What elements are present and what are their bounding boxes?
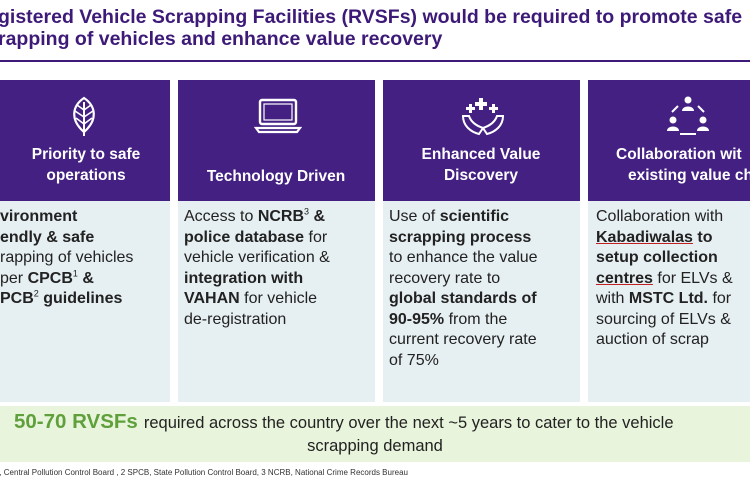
footnote: B, Central Pollution Control Board , 2 S… (0, 468, 408, 477)
column-header: Technology Driven (178, 80, 375, 201)
column-body: Use of scientific scrapping process to e… (383, 201, 580, 402)
column-title: Enhanced Value Discovery (421, 146, 541, 184)
slide-title: gistered Vehicle Scrapping Facilities (R… (0, 6, 743, 50)
summary-banner: 50-70 RVSFs required across the country o… (0, 406, 750, 462)
column-safe-operations: Priority to safe operations vironment en… (0, 80, 170, 402)
column-title: Technology Driven (206, 168, 346, 185)
column-body: vironment endly & safe rapping of vehicl… (0, 201, 170, 402)
column-header: Priority to safe operations (0, 80, 170, 201)
laptop-icon (254, 98, 302, 134)
column-title: Collaboration wit existing value cha (616, 146, 750, 184)
column-title: Priority to safe operations (31, 146, 141, 184)
column-header: Enhanced Value Discovery (383, 80, 580, 201)
column-body: Collaboration with Kabadiwalas to setup … (588, 201, 750, 402)
column-body: Access to NCRB3 & police database for ve… (178, 201, 375, 402)
column-value-discovery: Enhanced Value Discovery Use of scientif… (383, 80, 580, 402)
column-body-text: vironment endly & safe rapping of vehicl… (0, 208, 134, 307)
banner-text-line2: scrapping demand (307, 437, 443, 455)
leaf-icon (73, 96, 95, 136)
hands-medical-icon (461, 98, 505, 136)
column-technology-driven: Technology Driven Access to NCRB3 & poli… (178, 80, 375, 402)
column-body-text: Access to NCRB3 & police database for ve… (184, 206, 330, 328)
banner-highlight: 50-70 RVSFs (14, 410, 138, 433)
column-collaboration: Collaboration wit existing value cha Col… (588, 80, 750, 402)
title-divider (0, 60, 750, 62)
column-body-text: Collaboration with Kabadiwalas to setup … (596, 208, 733, 348)
column-body-text: Use of scientific scrapping process to e… (389, 208, 538, 369)
people-cycle-icon (667, 96, 709, 135)
column-header: Collaboration wit existing value cha (588, 80, 750, 201)
banner-text: required across the country over the nex… (143, 414, 674, 432)
